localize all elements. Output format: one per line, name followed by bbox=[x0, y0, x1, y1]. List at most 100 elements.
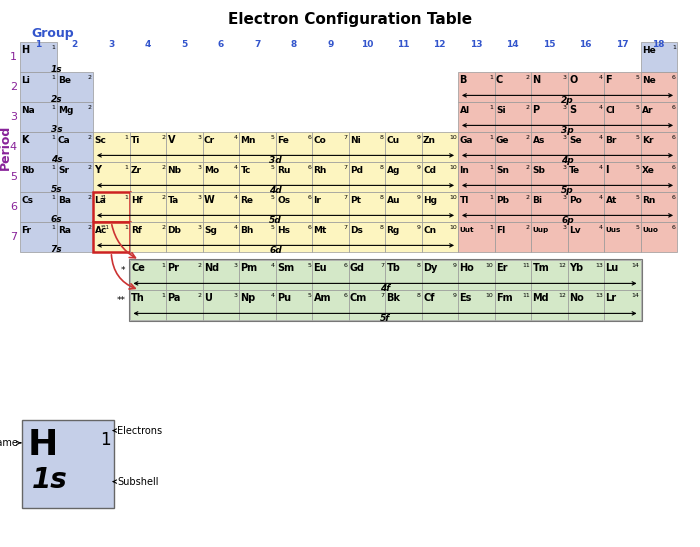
Bar bbox=[421, 162, 458, 192]
Bar bbox=[276, 290, 312, 320]
Text: 4: 4 bbox=[599, 165, 603, 170]
Bar bbox=[458, 290, 494, 320]
Bar bbox=[20, 72, 57, 102]
Bar bbox=[349, 132, 385, 162]
Text: 2: 2 bbox=[71, 40, 78, 49]
Text: Fm: Fm bbox=[496, 293, 512, 304]
Text: Name: Name bbox=[0, 438, 18, 448]
Text: Yb: Yb bbox=[569, 264, 583, 274]
Bar bbox=[568, 102, 604, 132]
Text: Fe: Fe bbox=[277, 136, 289, 145]
Text: Fl: Fl bbox=[496, 226, 505, 235]
Text: Bi: Bi bbox=[533, 196, 542, 205]
Text: Pt: Pt bbox=[350, 196, 361, 205]
Text: 5: 5 bbox=[636, 225, 640, 230]
Text: Ir: Ir bbox=[314, 196, 321, 205]
Text: 4: 4 bbox=[599, 135, 603, 140]
Text: 12: 12 bbox=[433, 40, 446, 49]
Bar bbox=[640, 192, 677, 222]
Text: 15: 15 bbox=[543, 40, 556, 49]
Text: Os: Os bbox=[277, 196, 290, 205]
Text: 7: 7 bbox=[10, 232, 17, 242]
Bar bbox=[166, 260, 202, 290]
Text: 2s: 2s bbox=[50, 95, 62, 104]
Text: 10: 10 bbox=[486, 293, 493, 298]
Bar bbox=[421, 222, 458, 252]
Text: 4d: 4d bbox=[269, 186, 282, 195]
Text: Pb: Pb bbox=[496, 196, 509, 205]
Bar bbox=[276, 222, 312, 252]
Text: 1: 1 bbox=[52, 165, 55, 170]
Bar bbox=[458, 132, 494, 162]
Text: B: B bbox=[459, 75, 467, 85]
Text: F: F bbox=[606, 75, 612, 85]
Text: 6: 6 bbox=[672, 195, 676, 200]
Text: Br: Br bbox=[606, 136, 617, 145]
Bar bbox=[312, 132, 349, 162]
Text: 1: 1 bbox=[672, 45, 676, 50]
Text: Sm: Sm bbox=[277, 264, 294, 274]
Text: 2: 2 bbox=[526, 75, 530, 80]
Bar bbox=[130, 260, 166, 290]
Text: 5: 5 bbox=[636, 135, 640, 140]
Text: 4: 4 bbox=[234, 225, 238, 230]
Text: Np: Np bbox=[241, 293, 256, 304]
Text: Uuo: Uuo bbox=[642, 228, 658, 234]
Text: 7: 7 bbox=[344, 135, 347, 140]
Text: 1: 1 bbox=[125, 165, 129, 170]
Text: 4s: 4s bbox=[50, 155, 62, 165]
Bar bbox=[20, 222, 57, 252]
Bar bbox=[22, 420, 114, 508]
Text: 5: 5 bbox=[10, 172, 17, 182]
Text: 2: 2 bbox=[88, 195, 92, 200]
Text: 5d: 5d bbox=[269, 216, 282, 225]
Bar bbox=[20, 162, 57, 192]
Text: Na: Na bbox=[22, 106, 35, 115]
Bar bbox=[349, 162, 385, 192]
Bar bbox=[531, 260, 568, 290]
Bar bbox=[385, 222, 421, 252]
Text: Ru: Ru bbox=[277, 166, 290, 175]
Text: Pr: Pr bbox=[167, 264, 179, 274]
Text: Zr: Zr bbox=[131, 166, 142, 175]
Text: Es: Es bbox=[459, 293, 472, 304]
Text: 6: 6 bbox=[307, 165, 311, 170]
Bar bbox=[20, 192, 57, 222]
Text: 7: 7 bbox=[380, 293, 384, 298]
Text: 8: 8 bbox=[380, 135, 384, 140]
Bar bbox=[421, 192, 458, 222]
Text: Cs: Cs bbox=[22, 196, 34, 205]
Text: 9: 9 bbox=[416, 135, 421, 140]
Text: Er: Er bbox=[496, 264, 507, 274]
Text: Mg: Mg bbox=[58, 106, 74, 115]
Bar bbox=[57, 102, 93, 132]
Text: Electron Configuration Table: Electron Configuration Table bbox=[228, 12, 472, 27]
Bar bbox=[568, 222, 604, 252]
Text: 13: 13 bbox=[470, 40, 482, 49]
Text: 6: 6 bbox=[344, 263, 347, 268]
Text: 5f: 5f bbox=[380, 314, 390, 323]
Text: 2: 2 bbox=[88, 105, 92, 110]
Text: 16: 16 bbox=[580, 40, 592, 49]
Text: Kr: Kr bbox=[642, 136, 654, 145]
Text: Ca: Ca bbox=[58, 136, 71, 145]
Bar bbox=[421, 260, 458, 290]
Text: 3: 3 bbox=[197, 165, 202, 170]
Text: Hg: Hg bbox=[423, 196, 437, 205]
Text: Rf: Rf bbox=[131, 226, 142, 235]
Text: 3: 3 bbox=[563, 135, 566, 140]
Text: 1: 1 bbox=[100, 430, 111, 449]
Text: 12: 12 bbox=[559, 293, 566, 298]
Bar bbox=[604, 192, 640, 222]
Text: As: As bbox=[533, 136, 545, 145]
Text: 1: 1 bbox=[52, 105, 55, 110]
Bar bbox=[57, 132, 93, 162]
Bar bbox=[202, 192, 239, 222]
Bar bbox=[57, 162, 93, 192]
Bar bbox=[604, 162, 640, 192]
Text: 5: 5 bbox=[181, 40, 188, 49]
Text: 4: 4 bbox=[599, 105, 603, 110]
Bar bbox=[640, 102, 677, 132]
Text: 9: 9 bbox=[453, 293, 457, 298]
Text: 12: 12 bbox=[559, 263, 566, 268]
